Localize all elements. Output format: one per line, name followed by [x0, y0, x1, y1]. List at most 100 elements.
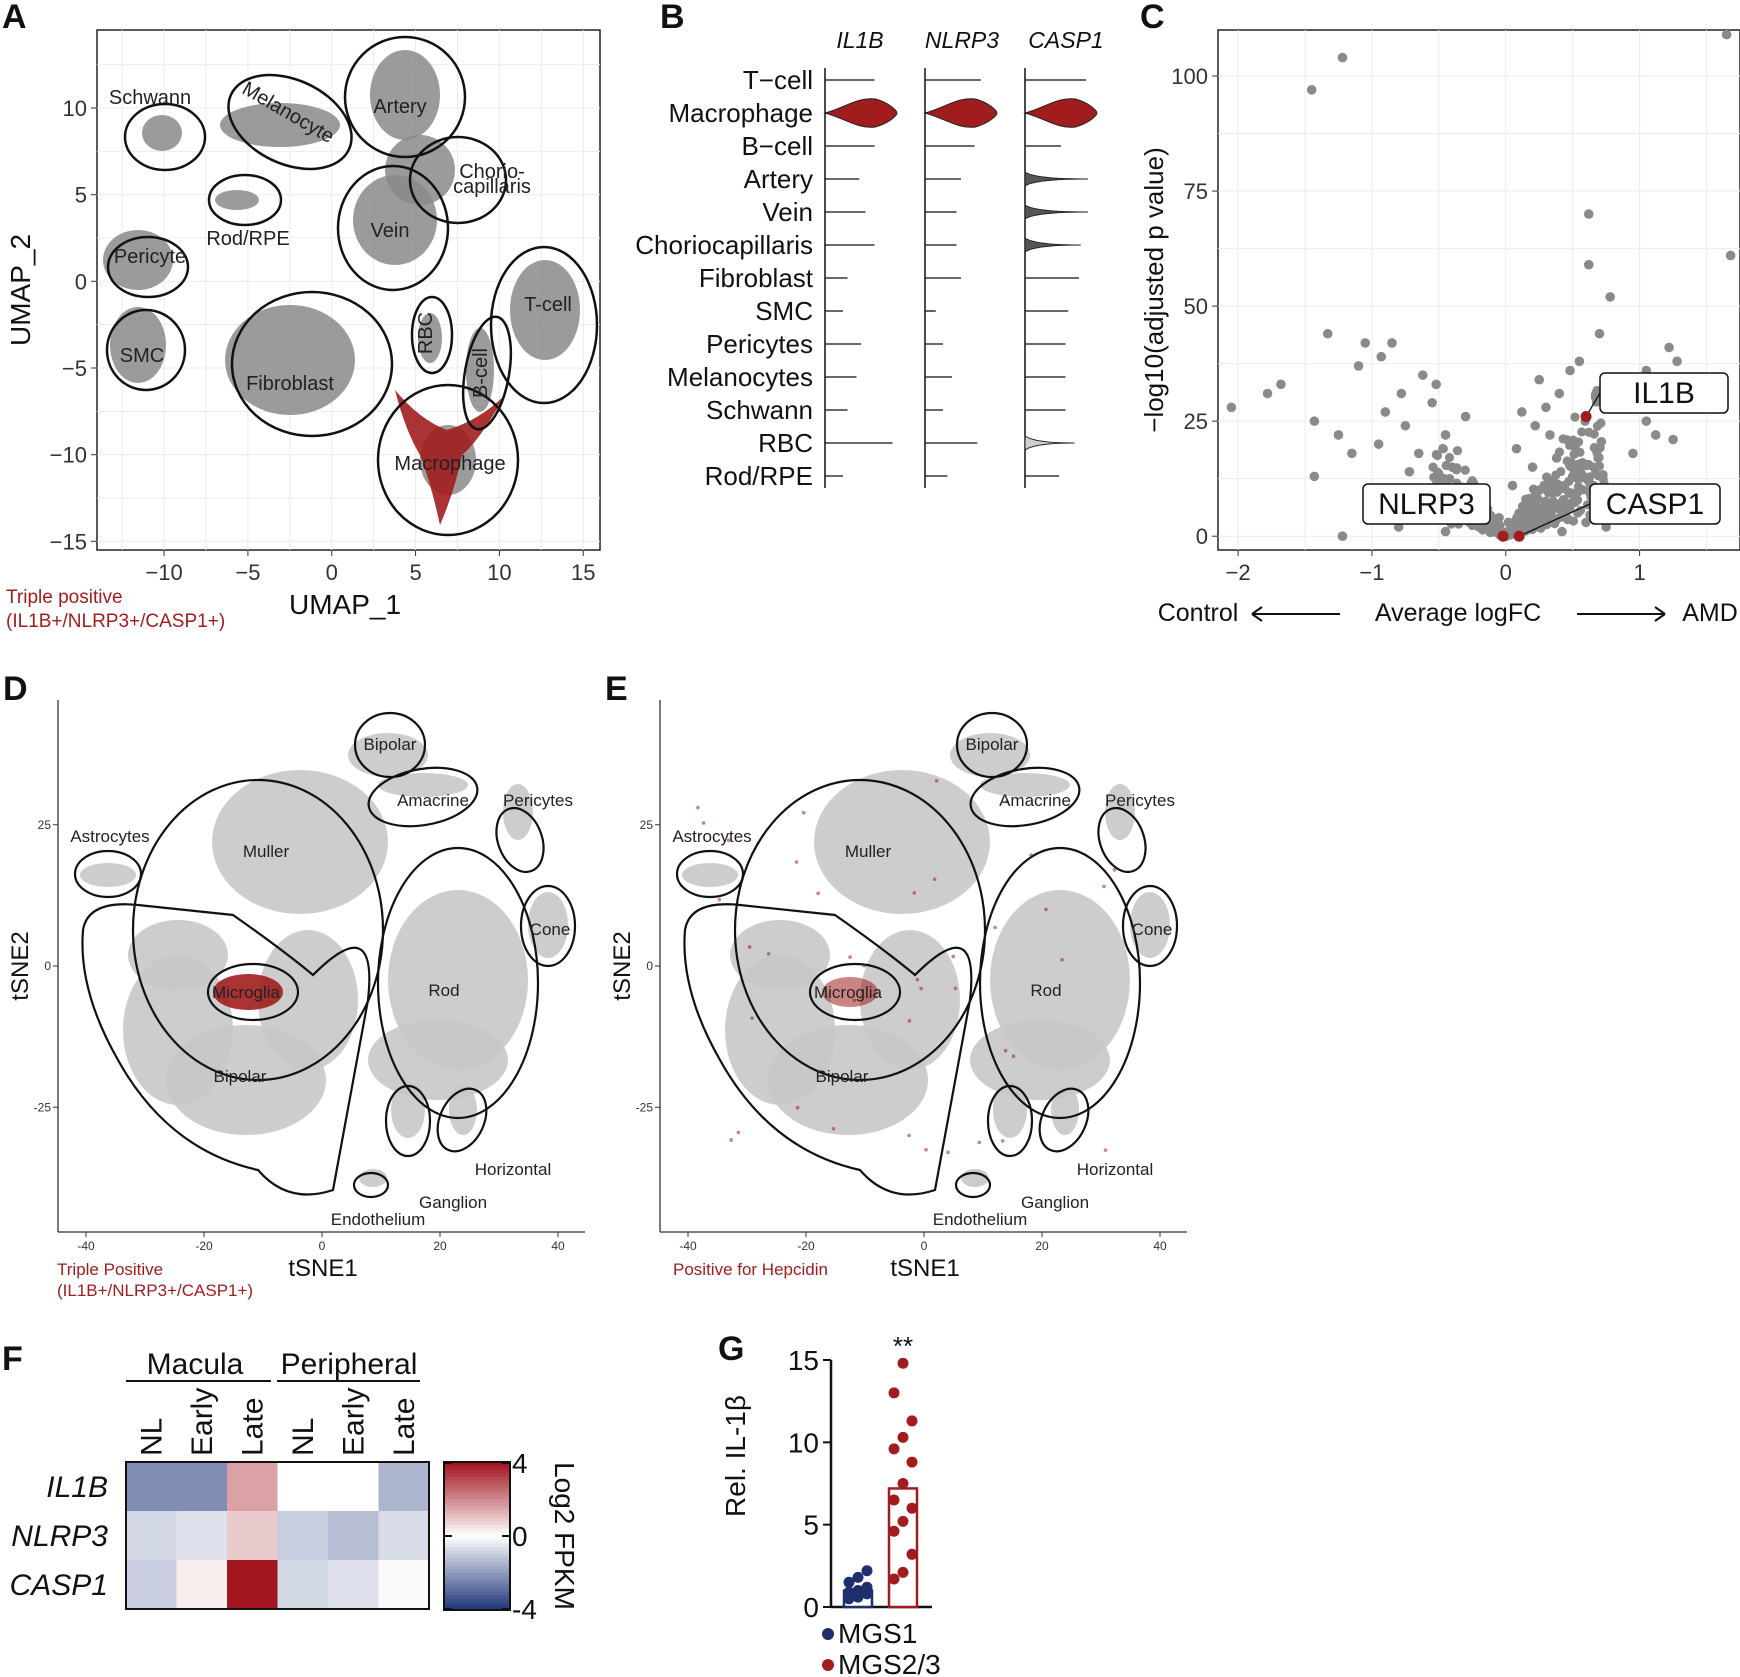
- replicate-dot: [897, 1478, 909, 1489]
- gene-point: [1306, 85, 1317, 95]
- gene-point: [1594, 328, 1605, 339]
- cluster-outline: [1121, 884, 1179, 968]
- category-label: Artery: [744, 164, 813, 194]
- cell-cluster-cloud: [359, 1169, 387, 1187]
- heatmap-cell: [328, 1511, 379, 1561]
- colorbar-step: [444, 1532, 510, 1537]
- replicate-dot: [843, 1576, 855, 1588]
- cell-cluster-cloud: [378, 773, 468, 797]
- gene-point: [1514, 508, 1524, 518]
- positive-cell-dot: [1000, 1139, 1005, 1143]
- cell-cluster-cloud: [215, 190, 259, 210]
- x-axis-title: Average logFC: [1375, 599, 1541, 627]
- cluster-label: Muller: [243, 842, 290, 861]
- gene-point: [1577, 427, 1587, 437]
- panel-label-f: F: [2, 1340, 23, 1378]
- positive-cell-dot: [1003, 1048, 1008, 1053]
- legend-text: (IL1B+/NLRP3+/CASP1+): [6, 611, 225, 632]
- heatmap-cell: [328, 1560, 379, 1610]
- gene-point: [1427, 397, 1437, 408]
- replicate-dot: [897, 1357, 909, 1369]
- positive-cell-dot: [801, 810, 806, 815]
- cell-cluster-cloud: [353, 175, 437, 265]
- gene-point: [1527, 462, 1538, 472]
- violin-shape: [823, 98, 898, 128]
- column-label: Early: [337, 1388, 370, 1456]
- panel-label-e: E: [605, 670, 628, 708]
- y-tick-label: 100: [1171, 64, 1208, 89]
- heatmap-frame: [125, 1461, 430, 1610]
- gene-point: [1593, 453, 1603, 463]
- colorbar-step: [444, 1469, 510, 1474]
- gene-point: [1404, 466, 1415, 477]
- y-axis-title: −log10(adjusted p value): [1139, 147, 1169, 432]
- colorbar-step: [444, 1495, 510, 1500]
- panel-d: D -40 -20 0 20 40 25 0 -25 tSNE1 tSNE2 Bipolar Amacr…: [3, 670, 585, 1300]
- colorbar-step: [444, 1598, 510, 1604]
- colorbar-step: [444, 1580, 510, 1585]
- arrow-right: [1577, 606, 1666, 622]
- cluster-outline: [519, 884, 577, 968]
- gene-point: [1542, 472, 1552, 482]
- colorbar-step: [444, 1499, 510, 1504]
- gene-point: [1460, 411, 1471, 422]
- legend-text: Triple Positive: [57, 1260, 163, 1279]
- highlighted-gene-point: [1580, 411, 1592, 423]
- x-tick-label: -20: [195, 1239, 213, 1253]
- gene-point: [1721, 29, 1732, 40]
- cluster-label: Pericyte: [114, 246, 186, 268]
- category-label: Fibroblast: [699, 263, 814, 293]
- direction-left: Control: [1158, 599, 1239, 627]
- y-axis-title: tSNE2: [609, 931, 636, 1000]
- legend-marker-mgs23: [822, 1659, 834, 1671]
- cluster-label: Microglia: [212, 983, 281, 1002]
- heatmap-cell: [126, 1462, 177, 1512]
- cluster-outline: [489, 245, 599, 405]
- cluster-label: Rod: [428, 981, 459, 1000]
- category-label: T−cell: [743, 65, 813, 95]
- heatmap-cell: [277, 1462, 329, 1512]
- cluster-outline: [384, 1084, 432, 1158]
- colorbar-step: [444, 1473, 510, 1478]
- positive-cell-dot: [795, 1105, 800, 1110]
- panel-label-c: C: [1140, 0, 1165, 36]
- legend-text: (IL1B+/NLRP3+/CASP1+): [57, 1281, 253, 1300]
- gene-point: [1309, 471, 1320, 482]
- replicate-dot: [888, 1525, 900, 1537]
- x-tick-label: 20: [1035, 1239, 1049, 1253]
- gene-point: [1347, 448, 1357, 459]
- colorbar-step: [444, 1521, 510, 1526]
- significance-marker: **: [893, 1331, 913, 1361]
- gene-point: [1672, 356, 1682, 367]
- positive-cell-dot: [1060, 957, 1064, 962]
- colorbar-step: [444, 1543, 510, 1548]
- legend-marker-mgs1: [822, 1628, 834, 1640]
- positive-cell-dot: [1005, 799, 1009, 804]
- gene-point: [1541, 503, 1551, 514]
- cluster-outline: [495, 806, 545, 874]
- colorbar-step: [444, 1539, 510, 1544]
- cluster-label: Pericytes: [1105, 791, 1175, 810]
- cluster-label: Bipolar: [966, 735, 1019, 754]
- x-tick-label: 0: [319, 1239, 326, 1253]
- cluster-outline: [230, 290, 394, 438]
- heatmap-cell: [277, 1511, 329, 1561]
- category-label: Choriocapillaris: [635, 230, 813, 260]
- gene-point: [1605, 292, 1615, 302]
- cluster-label: capillaris: [453, 176, 531, 198]
- cluster-outline: [131, 778, 385, 1082]
- cluster-label: Amacrine: [397, 791, 469, 810]
- replicate-dot: [897, 1431, 909, 1443]
- colorbar-step: [444, 1510, 510, 1515]
- violin-shape: [1023, 98, 1098, 128]
- category-label: Macrophage: [668, 98, 813, 128]
- heatmap-cell: [227, 1511, 278, 1561]
- gene-point: [1573, 481, 1584, 492]
- colorbar-step: [444, 1576, 510, 1581]
- positive-cell-dot: [924, 1147, 928, 1152]
- gene-point: [1574, 356, 1585, 367]
- positive-cell-dot: [1102, 884, 1106, 889]
- gene-point: [1596, 418, 1606, 428]
- gene-point: [1549, 499, 1559, 510]
- cluster-label: SMC: [120, 345, 164, 367]
